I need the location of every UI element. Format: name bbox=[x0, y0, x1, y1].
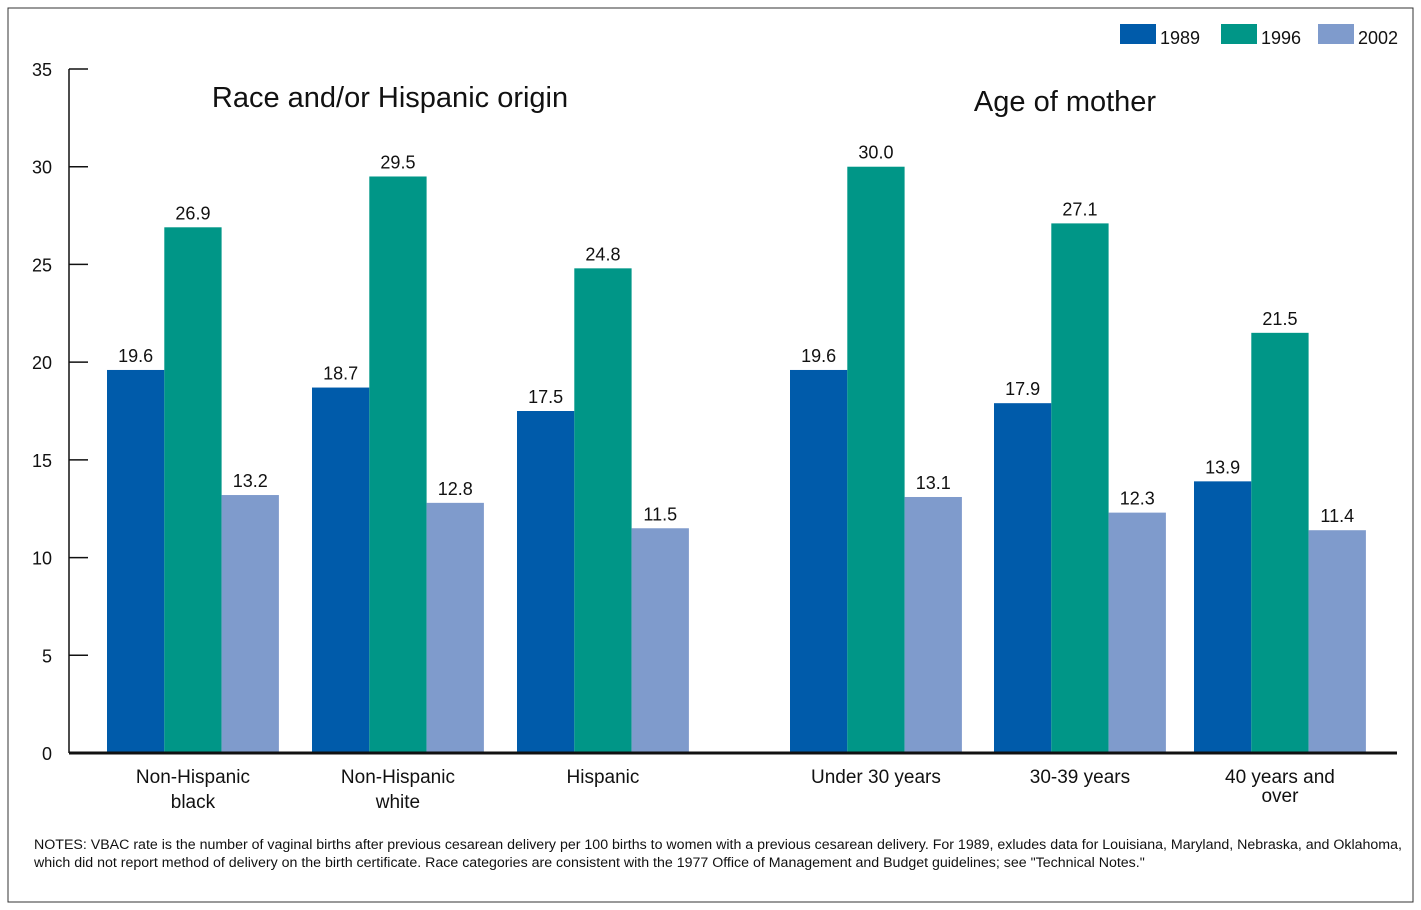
value-label-1-0-2: 13.1 bbox=[916, 473, 951, 493]
category-label-1-0-0: Under 30 years bbox=[811, 767, 941, 788]
y-tick-label-5: 25 bbox=[32, 255, 52, 275]
bar-1-2-2 bbox=[1308, 530, 1366, 753]
bar-0-1-2 bbox=[426, 502, 484, 753]
bar-0-2-2 bbox=[631, 528, 689, 753]
category-label-1-2-1: over bbox=[1261, 786, 1299, 807]
value-label-0-2-1: 24.8 bbox=[585, 244, 620, 264]
value-label-1-1-1: 27.1 bbox=[1062, 199, 1097, 219]
legend-swatch-0 bbox=[1120, 24, 1156, 44]
value-label-1-0-0: 19.6 bbox=[801, 346, 836, 366]
value-label-1-1-2: 12.3 bbox=[1120, 489, 1155, 509]
value-label-0-0-0: 19.6 bbox=[118, 346, 153, 366]
legend-label-2: 2002 bbox=[1358, 28, 1398, 48]
y-tick-label-3: 15 bbox=[32, 451, 52, 471]
bar-1-1-2 bbox=[1108, 512, 1166, 753]
y-tick-label-7: 35 bbox=[32, 60, 52, 80]
group-title-1: Age of mother bbox=[974, 86, 1156, 118]
y-tick-label-6: 30 bbox=[32, 158, 52, 178]
value-label-1-1-0: 17.9 bbox=[1005, 379, 1040, 399]
bar-1-1-0 bbox=[994, 403, 1052, 753]
bar-0-2-1 bbox=[574, 268, 632, 753]
category-label-0-1-1: white bbox=[375, 792, 420, 813]
legend-swatch-1 bbox=[1221, 24, 1257, 44]
value-label-0-0-2: 13.2 bbox=[233, 471, 268, 491]
bar-1-1-1 bbox=[1051, 223, 1109, 754]
value-label-0-2-0: 17.5 bbox=[528, 387, 563, 407]
bar-1-2-0 bbox=[1194, 481, 1252, 753]
value-label-0-2-2: 11.5 bbox=[643, 504, 677, 524]
value-label-1-2-2: 11.4 bbox=[1320, 506, 1354, 526]
value-label-0-0-1: 26.9 bbox=[175, 203, 210, 223]
value-label-1-2-1: 21.5 bbox=[1262, 309, 1297, 329]
bar-1-2-1 bbox=[1251, 332, 1309, 753]
bar-0-0-2 bbox=[221, 495, 279, 753]
category-label-0-0-1: black bbox=[171, 792, 216, 813]
bar-1-0-0 bbox=[790, 369, 848, 753]
category-label-1-2-0: 40 years and bbox=[1225, 767, 1335, 788]
bar-0-2-0 bbox=[517, 411, 575, 753]
value-label-0-1-2: 12.8 bbox=[438, 479, 473, 499]
value-label-1-0-1: 30.0 bbox=[858, 143, 893, 163]
bar-0-1-0 bbox=[312, 387, 370, 753]
value-label-1-2-0: 13.9 bbox=[1205, 457, 1240, 477]
legend-label-1: 1996 bbox=[1261, 28, 1301, 48]
bar-1-0-2 bbox=[904, 496, 962, 753]
category-label-1-1-0: 30-39 years bbox=[1030, 767, 1130, 788]
bar-0-0-1 bbox=[164, 227, 222, 754]
y-tick-label-0: 0 bbox=[42, 744, 52, 764]
category-label-0-0-0: Non-Hispanic bbox=[136, 767, 250, 788]
chart-border bbox=[7, 7, 1414, 903]
bar-0-1-1 bbox=[369, 176, 427, 753]
chart-notes: NOTES: VBAC rate is the number of vagina… bbox=[34, 837, 1402, 871]
bar-1-0-1 bbox=[847, 166, 905, 753]
category-label-0-1-0: Non-Hispanic bbox=[341, 767, 455, 788]
legend-label-0: 1989 bbox=[1160, 28, 1200, 48]
value-label-0-1-0: 18.7 bbox=[323, 364, 358, 384]
legend-swatch-2 bbox=[1318, 24, 1354, 44]
category-label-0-2-0: Hispanic bbox=[567, 767, 640, 788]
bar-0-0-0 bbox=[107, 369, 165, 753]
y-tick-label-2: 10 bbox=[32, 549, 52, 569]
value-label-0-1-1: 29.5 bbox=[380, 152, 415, 172]
y-tick-label-1: 5 bbox=[42, 646, 52, 666]
y-tick-label-4: 20 bbox=[32, 353, 52, 373]
group-title-0: Race and/or Hispanic origin bbox=[212, 82, 568, 114]
